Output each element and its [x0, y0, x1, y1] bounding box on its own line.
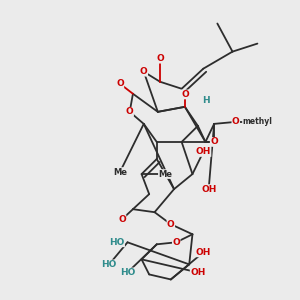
- Text: OH: OH: [196, 148, 211, 157]
- Text: O: O: [126, 107, 134, 116]
- Text: O: O: [232, 117, 240, 126]
- Text: methyl: methyl: [242, 117, 272, 126]
- Text: O: O: [167, 220, 175, 229]
- Text: OH: OH: [196, 248, 211, 257]
- Text: Me: Me: [113, 168, 127, 177]
- Text: O: O: [156, 54, 164, 63]
- Text: O: O: [172, 238, 180, 247]
- Text: O: O: [116, 79, 124, 88]
- Text: O: O: [210, 137, 218, 146]
- Text: OH: OH: [190, 268, 206, 277]
- Text: O: O: [118, 215, 126, 224]
- Text: OH: OH: [201, 184, 216, 194]
- Text: Me: Me: [158, 169, 172, 178]
- Text: HO: HO: [101, 260, 117, 269]
- Text: HO: HO: [120, 268, 135, 277]
- Text: O: O: [181, 90, 189, 99]
- Text: HO: HO: [109, 238, 124, 247]
- Text: O: O: [140, 67, 148, 76]
- Text: H: H: [202, 96, 209, 105]
